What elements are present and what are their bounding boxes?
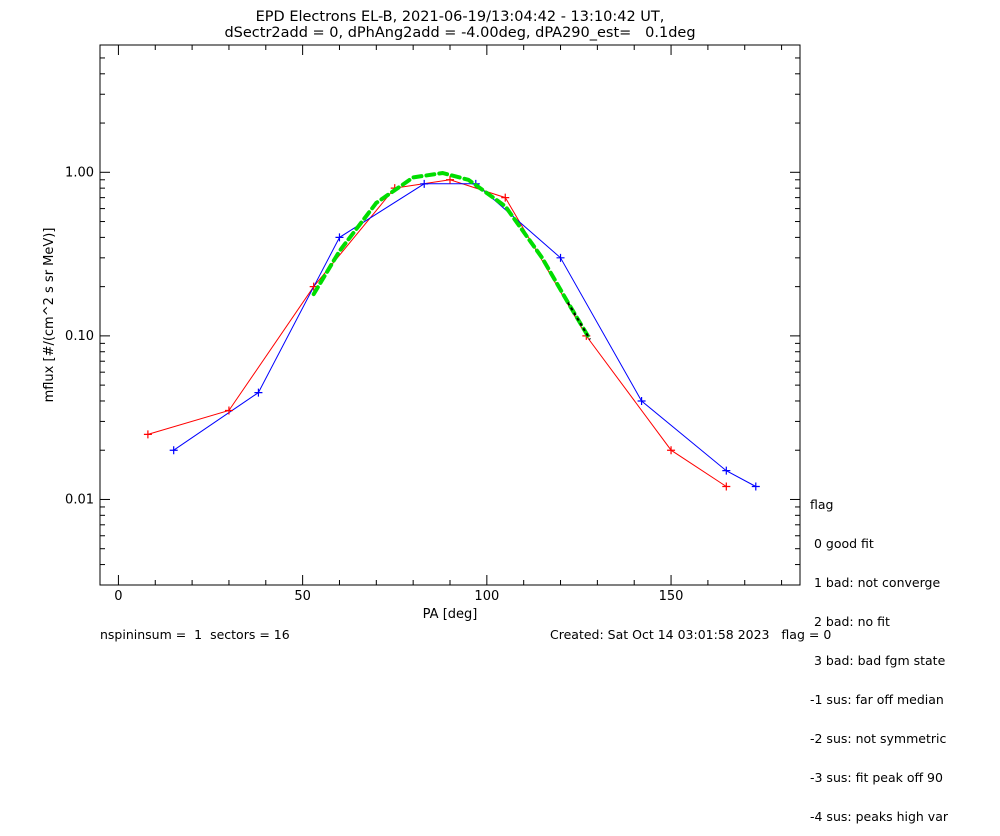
- fit-extension-line: [567, 301, 591, 341]
- series-line-1: [147, 179, 727, 487]
- x-tick-label: 0: [114, 589, 122, 604]
- data-point: [169, 446, 178, 455]
- data-markers: [143, 175, 760, 491]
- data-point: [143, 430, 152, 439]
- y-tick-label: 1.00: [65, 165, 94, 180]
- pitch-angle-plot: 0 50 100 150 0.01 0.10 1.00 PA [deg] mflux [#/…: [42, 44, 801, 622]
- legend-item: 2 bad: no fit: [810, 614, 890, 629]
- data-point: [224, 406, 233, 415]
- legend-item: 1 bad: not converge: [810, 575, 941, 590]
- data-point: [722, 466, 731, 475]
- chart-title-line-1: EPD Electrons EL-B, 2021-06-19/13:04:42 …: [255, 9, 665, 25]
- legend-item: 0 good fit: [810, 536, 874, 551]
- series-line-2: [173, 183, 757, 487]
- legend-item: -4 sus: peaks high var: [810, 809, 949, 824]
- legend-item: -1 sus: far off median: [810, 692, 944, 707]
- data-point: [446, 175, 454, 184]
- data-point: [751, 482, 760, 491]
- data-point: [420, 179, 429, 188]
- x-tick-label: 50: [294, 589, 311, 604]
- data-point: [637, 396, 646, 405]
- data-point: [335, 233, 344, 242]
- y-axis-label: mflux [#/(cm^2 s sr MeV)]: [42, 228, 57, 403]
- data-point: [501, 193, 510, 202]
- x-axis-label: PA [deg]: [423, 607, 478, 622]
- y-tick-label: 0.01: [65, 492, 94, 507]
- data-point: [667, 446, 676, 455]
- chart-title-line-2: dSectr2add = 0, dPhAng2add = -4.00deg, d…: [224, 25, 696, 41]
- x-tick-label: 150: [659, 589, 684, 604]
- fit-curve: [311, 170, 592, 342]
- fit-line: [311, 170, 592, 342]
- data-point: [722, 482, 731, 491]
- data-point: [254, 388, 263, 397]
- legend-item: -3 sus: fit peak off 90: [810, 770, 943, 785]
- y-tick-label: 0.10: [65, 329, 94, 344]
- legend-title: flag: [810, 497, 834, 512]
- legend-item: -2 sus: not symmetric: [810, 731, 947, 746]
- data-point: [556, 253, 565, 262]
- flux-traces: [147, 179, 757, 487]
- footer-sector-info: nspininsum = 1 sectors = 16: [100, 627, 290, 642]
- legend-item: 3 bad: bad fgm state: [810, 653, 946, 668]
- footer-created-info: Created: Sat Oct 14 03:01:58 2023 flag =…: [550, 627, 832, 642]
- axes: 0 50 100 150 0.01 0.10 1.00: [65, 44, 800, 604]
- plot-frame: [99, 44, 801, 586]
- x-tick-label: 100: [474, 589, 499, 604]
- flag-legend: flag 0 good fit 1 bad: not converge 2 ba…: [810, 472, 948, 836]
